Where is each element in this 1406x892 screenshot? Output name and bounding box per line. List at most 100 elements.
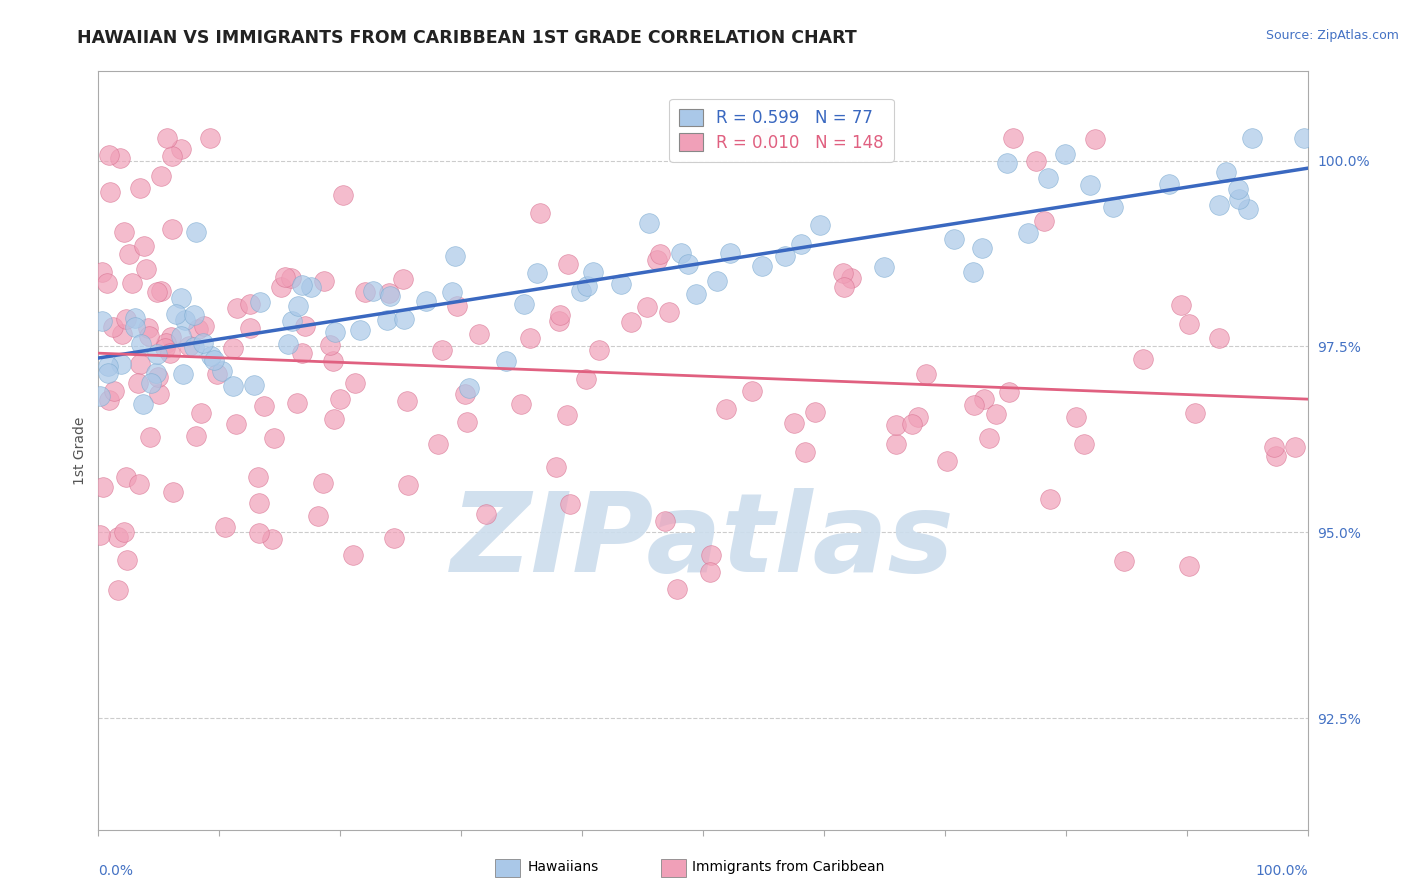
Point (1215, 164, 1237, 178)
Point (246, 470, 269, 484)
Point (165, 307, 187, 321)
Point (146, 369, 169, 384)
Point (1284, 440, 1306, 454)
Point (160, 149, 183, 163)
Text: ZIPatlas: ZIPatlas (451, 488, 955, 595)
Point (172, 367, 194, 381)
Point (575, 372, 598, 386)
Point (936, 454, 959, 468)
Point (323, 326, 346, 340)
Point (1025, 153, 1047, 168)
Point (112, 525, 135, 540)
Point (260, 532, 283, 546)
Point (716, 401, 738, 416)
Point (349, 323, 371, 337)
Point (249, 295, 271, 310)
Point (170, 291, 193, 305)
Point (392, 312, 415, 326)
Point (1112, 554, 1135, 568)
Point (162, 222, 184, 236)
Point (588, 343, 610, 358)
Point (127, 376, 149, 390)
Point (832, 279, 855, 293)
Point (170, 142, 193, 156)
Point (107, 530, 129, 544)
Point (1184, 406, 1206, 420)
Point (101, 319, 124, 334)
Point (90, 265, 112, 279)
Point (329, 392, 352, 407)
Point (1078, 178, 1101, 193)
Point (700, 549, 723, 563)
Point (873, 260, 896, 274)
Point (138, 328, 160, 343)
Point (751, 259, 773, 273)
Point (665, 582, 688, 597)
Point (110, 358, 132, 372)
Point (128, 477, 150, 491)
Point (636, 300, 658, 314)
Point (382, 531, 405, 545)
Point (741, 384, 763, 398)
Point (755, 131, 778, 145)
Point (1159, 177, 1181, 191)
Point (1177, 317, 1199, 331)
Point (1227, 181, 1250, 195)
Point (970, 241, 993, 255)
Point (243, 378, 266, 392)
Point (998, 384, 1021, 399)
Point (706, 274, 728, 288)
Point (810, 219, 832, 233)
Point (291, 277, 314, 292)
Point (160, 329, 183, 343)
Point (526, 266, 548, 280)
Point (1236, 202, 1258, 216)
Point (124, 320, 146, 334)
Point (718, 246, 741, 260)
Point (155, 335, 177, 350)
Point (446, 300, 468, 314)
Point (319, 337, 342, 351)
Point (1227, 192, 1250, 206)
Point (699, 565, 721, 579)
Point (1017, 226, 1039, 240)
Point (225, 417, 247, 431)
Point (108, 151, 131, 165)
Point (253, 399, 276, 413)
Point (285, 396, 308, 410)
Point (131, 397, 153, 411)
Point (1039, 491, 1062, 506)
Point (89, 528, 111, 542)
Point (962, 398, 984, 412)
Point (1178, 559, 1201, 574)
Point (90, 314, 112, 328)
Point (342, 548, 364, 562)
Point (200, 349, 222, 363)
Point (214, 520, 236, 534)
Point (841, 270, 863, 285)
Point (145, 366, 167, 380)
Point (148, 386, 170, 401)
Point (468, 326, 491, 341)
Point (783, 417, 806, 431)
Point (650, 247, 672, 261)
Point (396, 477, 419, 491)
Point (519, 331, 541, 345)
Point (136, 320, 159, 334)
Point (202, 353, 225, 368)
Point (645, 252, 668, 267)
Point (190, 406, 212, 420)
Point (884, 418, 907, 433)
Point (513, 297, 536, 311)
Point (156, 131, 179, 145)
Point (619, 315, 641, 329)
Point (114, 470, 136, 484)
Point (1036, 171, 1059, 186)
Point (138, 430, 160, 444)
Point (98, 185, 121, 199)
Point (89, 389, 111, 403)
Point (173, 313, 195, 327)
Point (678, 257, 700, 271)
Point (1073, 437, 1095, 451)
Point (211, 364, 233, 378)
